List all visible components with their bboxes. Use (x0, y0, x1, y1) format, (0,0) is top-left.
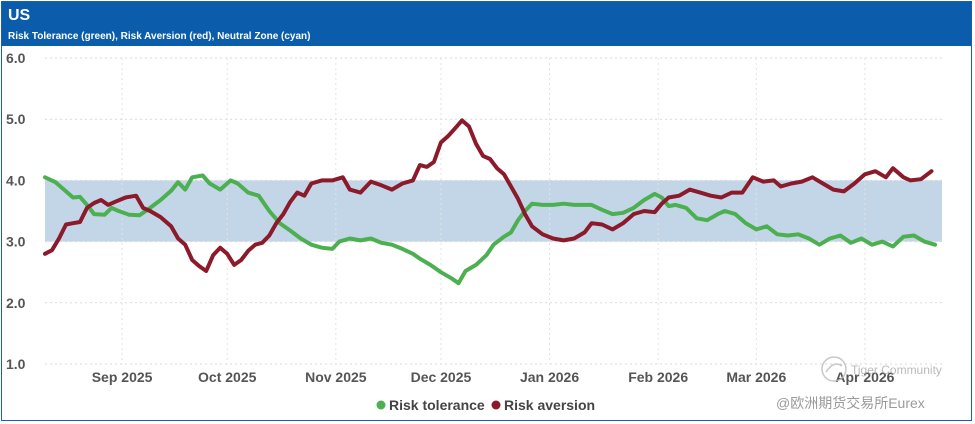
x-tick-label: Feb 2026 (628, 369, 688, 385)
neutral-zone-band (45, 180, 942, 242)
x-tick-label: Mar 2026 (726, 369, 786, 385)
y-tick-label: 5.0 (6, 111, 26, 127)
gridlines (45, 57, 942, 365)
x-tick-label: Nov 2025 (305, 369, 367, 385)
tiger-logo-stroke (825, 363, 843, 373)
x-axis-ticks: Sep 2025 Oct 2025 Nov 2025 Dec 2025 Jan 2026… (92, 369, 895, 385)
legend-aversion-label: Risk aversion (504, 397, 595, 413)
legend-tolerance-marker (376, 400, 386, 410)
x-tick-label: Dec 2025 (411, 369, 472, 385)
y-tick-label: 3.0 (6, 234, 26, 250)
legend-tolerance-label: Risk tolerance (389, 397, 485, 413)
watermark-line2: @欧洲期货交易所Eurex (776, 395, 925, 411)
chart-title: US (8, 7, 31, 24)
y-tick-label: 1.0 (6, 356, 26, 372)
x-tick-label: Sep 2025 (92, 369, 153, 385)
y-tick-label: 2.0 (6, 295, 26, 311)
series-risk-tolerance-line (43, 173, 937, 286)
x-tick-label: Oct 2025 (198, 369, 257, 385)
x-tick-label: Jan 2026 (520, 369, 579, 385)
chart-header: US Risk Tolerance (green), Risk Aversion… (2, 2, 971, 46)
y-tick-label: 4.0 (6, 172, 26, 188)
series-risk-aversion-line (43, 118, 934, 273)
x-tick-label: Apr 2026 (835, 369, 894, 385)
tiger-logo-icon (821, 356, 847, 382)
legend-aversion-marker (491, 400, 501, 410)
series-group (43, 118, 937, 286)
watermark: Tiger Community (821, 356, 942, 382)
chart-subtitle: Risk Tolerance (green), Risk Aversion (r… (8, 31, 311, 42)
watermark-line1: Tiger Community (851, 363, 942, 377)
y-tick-label: 6.0 (6, 50, 26, 66)
y-axis-ticks: 1.0 2.0 3.0 4.0 5.0 6.0 (6, 50, 26, 372)
